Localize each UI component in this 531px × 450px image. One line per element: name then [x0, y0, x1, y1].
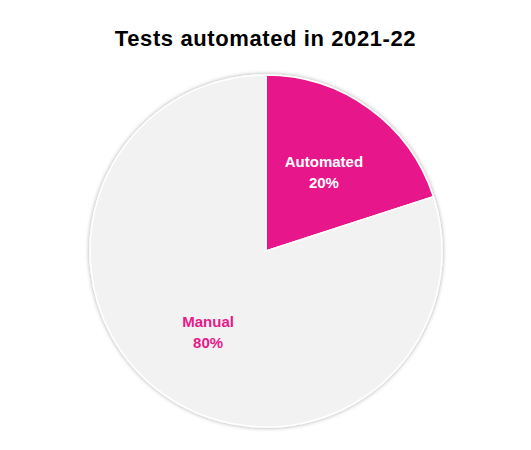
- slice-value: 20%: [309, 174, 339, 191]
- slice-category: Manual: [182, 313, 234, 330]
- slice-category: Automated: [285, 153, 363, 170]
- chart-svg: Tests automated in 2021-22 Automated 20% Ma…: [0, 0, 531, 450]
- slice-value: 80%: [193, 334, 223, 351]
- data-label: Manual 80%: [182, 313, 234, 351]
- data-label: Automated 20%: [285, 153, 363, 191]
- data-labels: Automated 20% Manual 80%: [182, 153, 363, 350]
- chart-container: Tests automated in 2021-22 Automated 20% Ma…: [0, 0, 531, 450]
- pie-slice: [90, 75, 442, 427]
- pie: [90, 75, 442, 427]
- title: Tests automated in 2021-22: [115, 26, 416, 51]
